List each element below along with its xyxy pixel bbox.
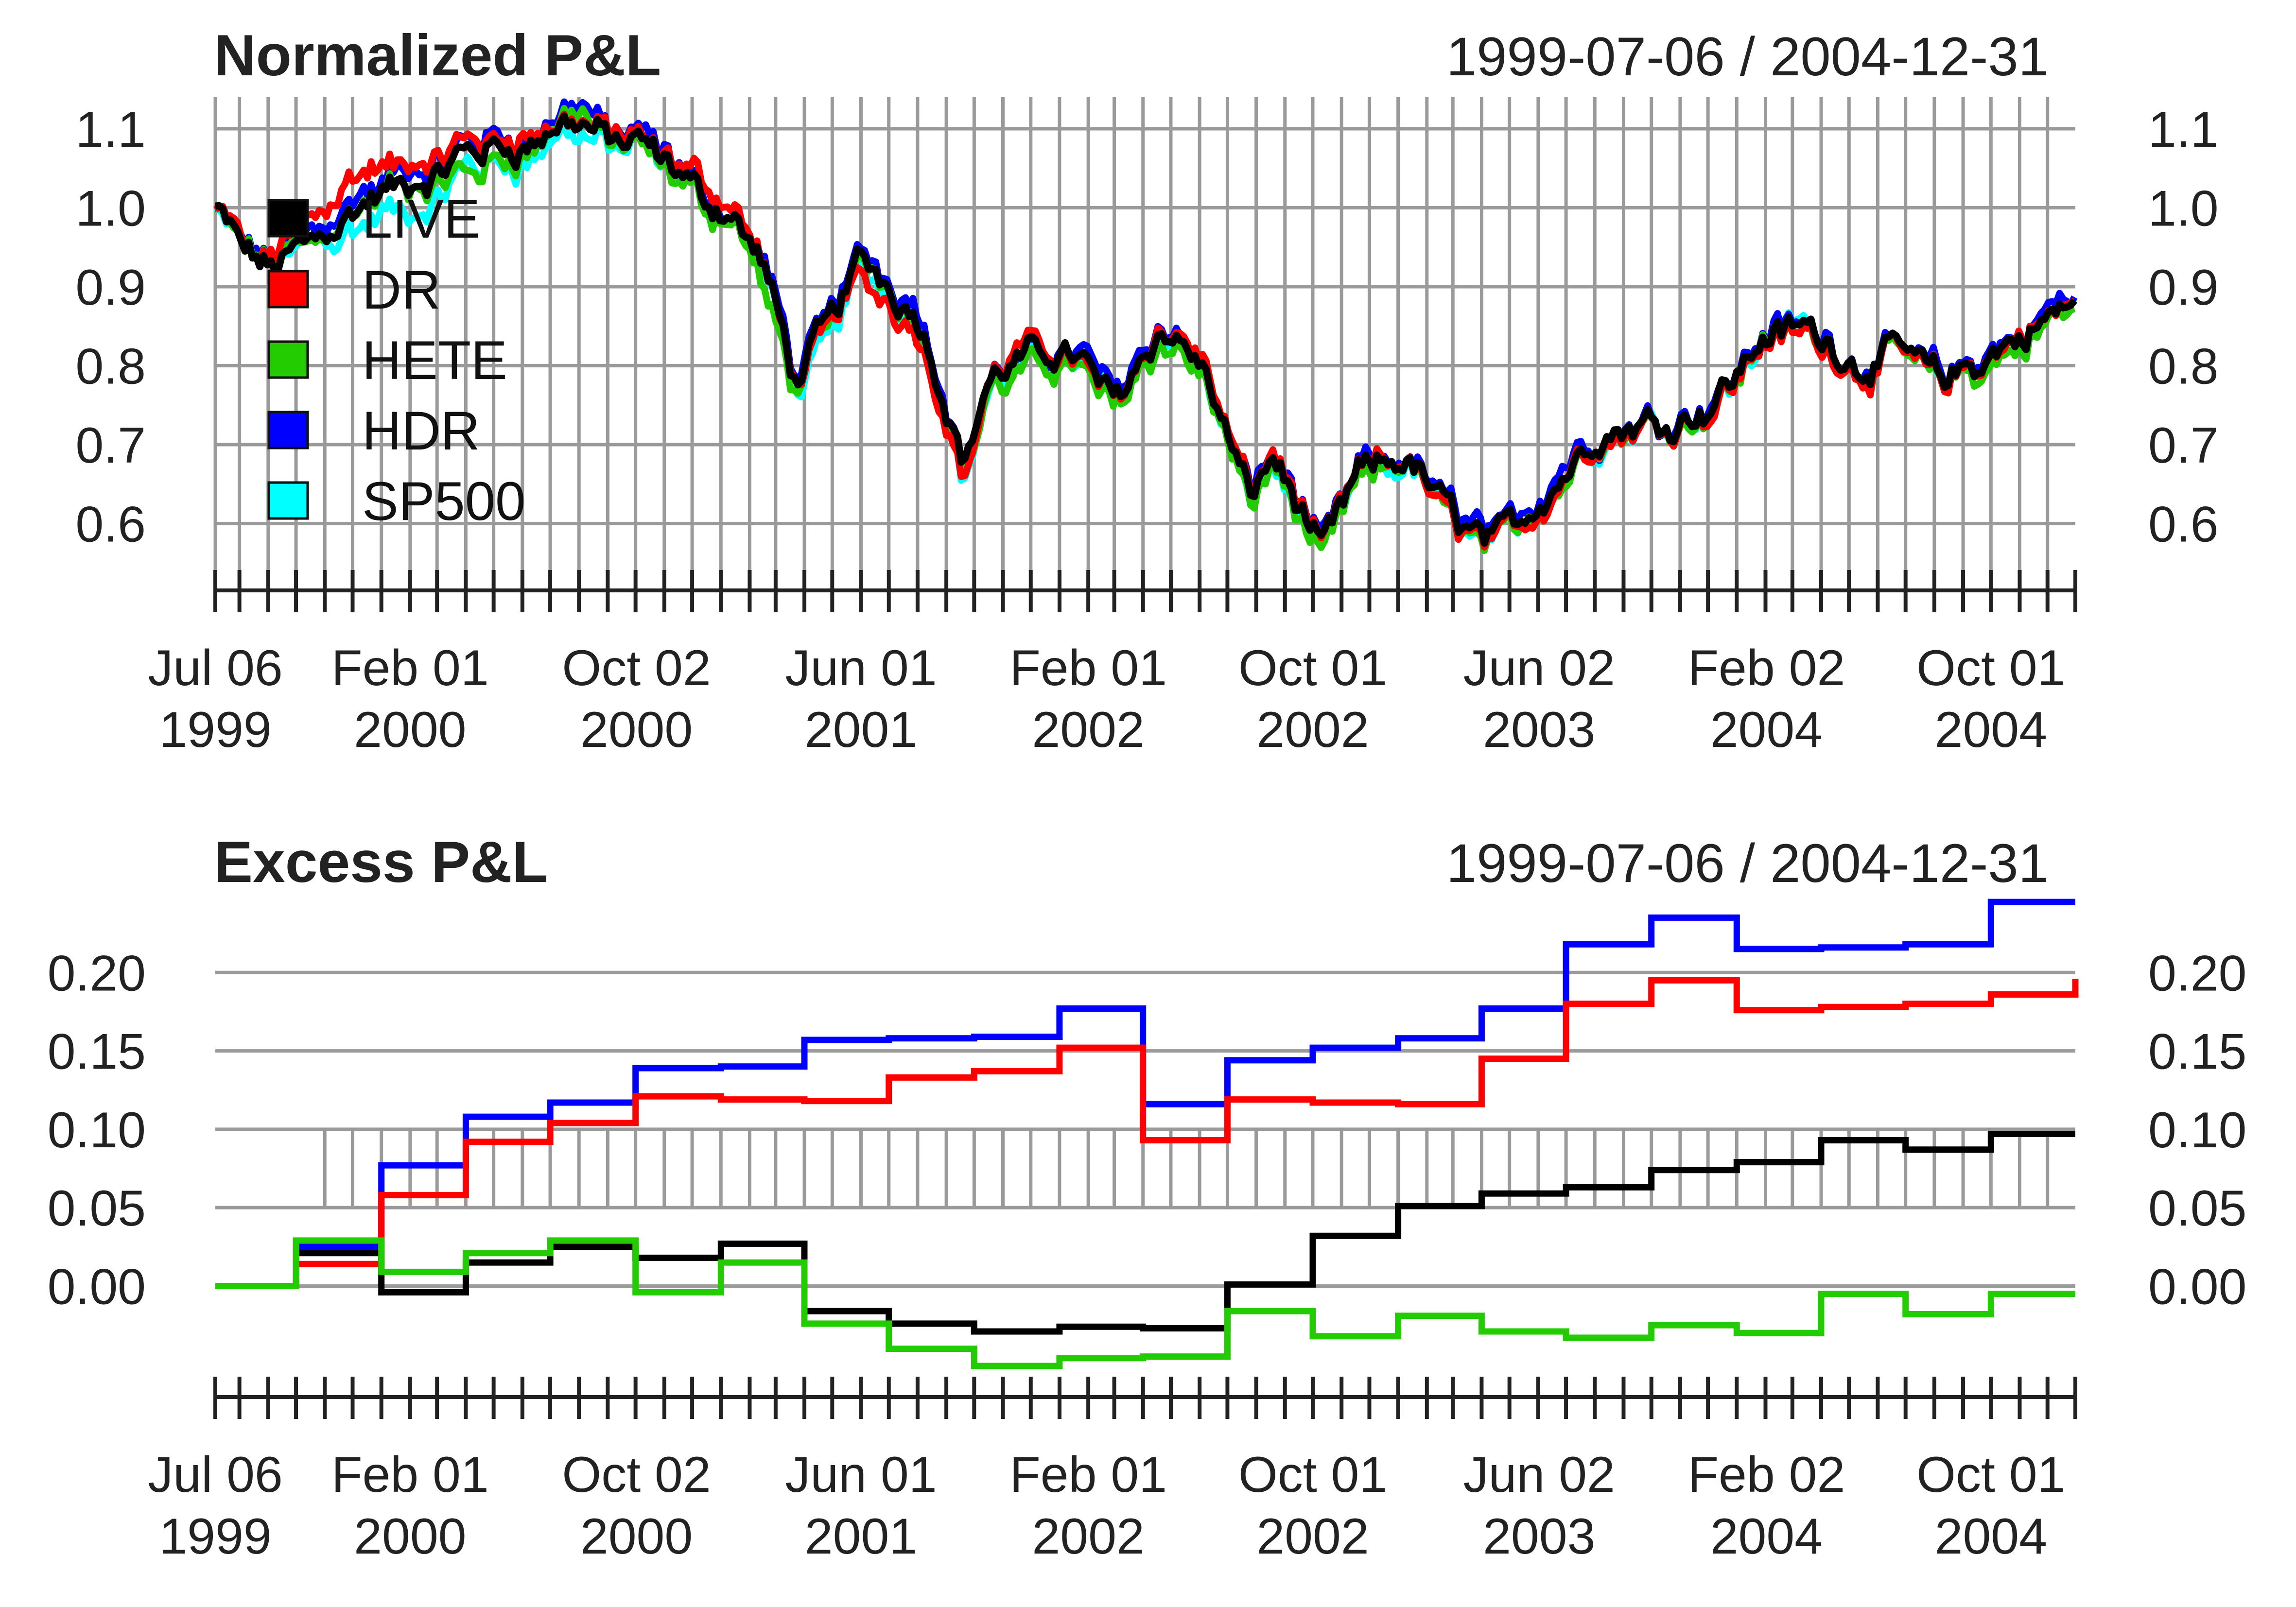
panel2-ytick-label-left: 0.10 <box>48 1102 146 1158</box>
legend-swatch-sp500 <box>267 481 309 520</box>
panel2-xtick-label-month: Feb 01 <box>1009 1447 1167 1503</box>
panel1-grid <box>213 97 2075 571</box>
panel1-series-group <box>213 98 2078 554</box>
panel1-x-axis: Jul 06 1999 Feb 01 2000 Oct 02 2000 Jun 01 2001… <box>148 570 2077 758</box>
excess-pl-panel: Excess P&L 1999-07-06 / 2004-12-31 0.000… <box>48 829 2247 1565</box>
panel1-ytick-label-left: 0.9 <box>75 259 146 316</box>
panel1-legend: LIVE DR HETE HDR SP500 <box>267 189 525 532</box>
legend-swatch-hete <box>267 340 309 379</box>
panel2-xtick-label-month: Feb 01 <box>331 1447 489 1503</box>
panel2-xtick-label-year: 2004 <box>1935 1508 2047 1565</box>
panel1-ytick-label-left: 0.6 <box>75 497 146 553</box>
panel2-xtick-label-month: Jun 01 <box>785 1447 937 1503</box>
legend-swatch-hdr <box>267 411 309 449</box>
panel1-ytick-label-right: 0.7 <box>2148 417 2219 474</box>
panel1-xtick-label-month: Oct 02 <box>562 640 711 696</box>
panel1-xtick-label-year: 2000 <box>354 702 466 758</box>
legend-label-sp500: SP500 <box>362 471 525 532</box>
panel1-xtick-label-year: 2003 <box>1483 702 1595 758</box>
panel2-xtick-label-year: 2004 <box>1710 1508 1823 1565</box>
normalized-pl-panel: Normalized P&L 1999-07-06 / 2004-12-31 0… <box>75 23 2218 758</box>
panel2-xtick-label-month: Oct 01 <box>1916 1447 2065 1503</box>
panel1-ytick-label-right: 1.1 <box>2148 102 2219 158</box>
panel2-xtick-label-month: Oct 01 <box>1238 1447 1387 1503</box>
panel1-title: Normalized P&L <box>214 23 661 88</box>
panel2-xtick-label-month: Jun 02 <box>1463 1447 1615 1503</box>
panel1-ytick-label-left: 0.7 <box>75 417 146 474</box>
panel2-date-range: 1999-07-06 / 2004-12-31 <box>1446 833 2049 894</box>
panel2-xtick-label-month: Oct 02 <box>562 1447 711 1503</box>
panel1-xtick-label-month: Feb 02 <box>1688 640 1845 696</box>
legend-label-hdr: HDR <box>362 400 480 461</box>
panel2-y-axis-left: 0.00 0.05 0.10 0.15 0.20 <box>48 945 146 1315</box>
panel2-xtick-label-year: 2001 <box>805 1508 917 1565</box>
panel2-ytick-label-left: 0.15 <box>48 1024 146 1080</box>
panel1-xtick-label-year: 2000 <box>580 702 693 758</box>
panel2-xtick-label-year: 2000 <box>580 1508 693 1565</box>
panel2-ytick-label-right: 0.20 <box>2148 945 2246 1002</box>
legend-label-hete: HETE <box>362 330 507 391</box>
panel1-xtick-label-year: 2002 <box>1256 702 1369 758</box>
panel2-title: Excess P&L <box>214 829 548 895</box>
panel1-ytick-label-left: 1.0 <box>75 181 146 237</box>
panel1-xtick-label-year: 2002 <box>1032 702 1144 758</box>
panel1-xtick-label-month: Feb 01 <box>331 640 489 696</box>
legend-swatch-dr <box>267 270 309 309</box>
panel2-xtick-label-year: 2000 <box>354 1508 466 1565</box>
panel1-xtick-label-month: Jun 02 <box>1463 640 1615 696</box>
panel2-ytick-label-left: 0.05 <box>48 1180 146 1237</box>
panel1-xtick-label-month: Jun 01 <box>785 640 937 696</box>
panel2-ytick-label-left: 0.00 <box>48 1259 146 1315</box>
panel2-ytick-label-left: 0.20 <box>48 945 146 1002</box>
panel1-xtick-label-year: 2004 <box>1935 702 2047 758</box>
panel1-xtick-label-month: Oct 01 <box>1238 640 1387 696</box>
panel1-ytick-label-right: 1.0 <box>2148 181 2219 237</box>
panel1-xtick-label-year: 2004 <box>1710 702 1823 758</box>
panel1-ytick-label-right: 0.6 <box>2148 497 2219 553</box>
legend-swatch-live <box>267 199 309 238</box>
panel2-xtick-label-month: Feb 02 <box>1688 1447 1845 1503</box>
panel1-y-axis-right: 0.6 0.7 0.8 0.9 1.0 1.1 <box>2148 102 2219 553</box>
panel1-y-axis-left: 0.6 0.7 0.8 0.9 1.0 1.1 <box>75 102 146 553</box>
panel2-ytick-label-right: 0.05 <box>2148 1180 2246 1237</box>
panel1-series-live <box>215 112 2078 547</box>
panel1-ytick-label-right: 0.9 <box>2148 259 2219 316</box>
panel1-ytick-label-right: 0.8 <box>2148 339 2219 395</box>
panel2-xtick-label-year: 1999 <box>159 1508 271 1565</box>
panel1-xtick-label-month: Jul 06 <box>148 640 283 696</box>
panel2-y-axis-right: 0.00 0.05 0.10 0.15 0.20 <box>2148 945 2246 1315</box>
legend-label-dr: DR <box>362 259 441 320</box>
panel2-series-live <box>215 1131 2075 1335</box>
panel2-series-hete <box>215 1237 2075 1369</box>
panel1-xtick-label-year: 1999 <box>159 702 271 758</box>
panel2-series-group <box>215 899 2079 1369</box>
panel2-ytick-label-right: 0.10 <box>2148 1102 2246 1158</box>
panel1-xtick-label-month: Oct 01 <box>1916 640 2065 696</box>
panel2-xtick-label-year: 2003 <box>1483 1508 1595 1565</box>
panel1-ytick-label-left: 0.8 <box>75 339 146 395</box>
panel1-xtick-label-year: 2001 <box>805 702 917 758</box>
panel2-ytick-label-right: 0.00 <box>2148 1259 2246 1315</box>
panel2-xtick-label-year: 2002 <box>1256 1508 1369 1565</box>
panel2-series-dr <box>215 977 2079 1289</box>
legend-label-live: LIVE <box>362 189 480 249</box>
panel2-xtick-label-year: 2002 <box>1032 1508 1144 1565</box>
panel2-ytick-label-right: 0.15 <box>2148 1024 2246 1080</box>
panel2-xtick-label-month: Jul 06 <box>148 1447 283 1503</box>
panel1-xtick-label-month: Feb 01 <box>1009 640 1167 696</box>
panel1-ytick-label-left: 1.1 <box>75 102 146 158</box>
panel1-date-range: 1999-07-06 / 2004-12-31 <box>1446 26 2049 87</box>
